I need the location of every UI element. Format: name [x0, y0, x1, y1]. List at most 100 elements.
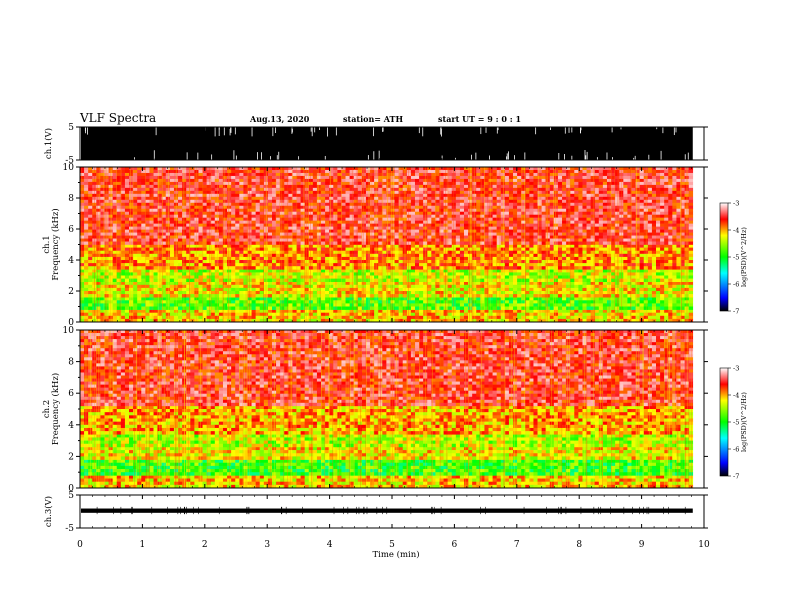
spectrogram-cell [664, 278, 669, 282]
spectrogram-cell [137, 205, 142, 210]
spectrogram-cell [464, 291, 469, 295]
spectrogram-cell [361, 297, 367, 301]
spectrogram-cell [316, 318, 322, 323]
spectrogram-cell [439, 291, 444, 295]
spectrogram-cell [378, 247, 383, 251]
spectrogram-cell [292, 244, 297, 248]
spectrogram-cell [325, 244, 330, 248]
spectrogram-cell [280, 318, 285, 323]
spectrogram-cell [272, 250, 277, 255]
spectrogram-cell [325, 287, 330, 292]
spectrogram-cell [570, 281, 575, 286]
spectrogram-cell [292, 253, 297, 258]
spectrogram-cell [459, 312, 465, 317]
spectrogram-cell [96, 232, 101, 236]
spectrogram-cell [549, 281, 555, 286]
spectrogram-cell [227, 291, 232, 295]
spectrogram-cell [496, 309, 502, 313]
spectrogram-cell [537, 309, 542, 313]
spectrogram-cell [112, 241, 118, 245]
spectrogram-cell [222, 211, 228, 215]
spectrogram-cell [214, 303, 220, 307]
spectrogram-cell [149, 260, 154, 264]
spectrogram-cell [488, 266, 493, 270]
spectrogram-cell [435, 272, 440, 276]
spectrogram-cell [537, 287, 542, 292]
spectrogram-cell [267, 275, 273, 279]
spectrogram-cell [137, 217, 142, 221]
spectrogram-cell [325, 256, 330, 261]
spectrogram-cell [529, 306, 534, 310]
spectrogram-cell [566, 275, 571, 279]
spectrogram-cell [153, 260, 158, 264]
spectrogram-cell [476, 291, 481, 295]
spectrogram-cell [382, 306, 387, 310]
spectrogram-cell [451, 303, 457, 307]
spectrogram-cell [378, 281, 383, 286]
spectrogram-cell [586, 278, 591, 282]
spectrogram-cell [562, 297, 567, 301]
spectrogram-cell [439, 284, 444, 289]
spectrogram-cell [647, 294, 653, 298]
spectrogram-cell [345, 247, 350, 251]
spectrogram-cell [190, 205, 195, 210]
spectrogram-cell [365, 253, 371, 258]
spectrogram-cell [598, 269, 604, 273]
spectrogram-cell [517, 269, 522, 273]
spectrogram-cell [316, 291, 322, 295]
spectrogram-cell [619, 256, 624, 261]
spectrogram-cell [447, 263, 453, 267]
spectrogram-cell [431, 284, 436, 289]
spectrogram-cell [267, 309, 273, 313]
spectrogram-cell [419, 266, 424, 270]
spectrogram-cell [419, 287, 424, 292]
spectrogram-cell [169, 229, 175, 233]
spectrogram-cell [84, 291, 89, 295]
spectrogram-cell [88, 303, 93, 307]
spectrogram-cell [153, 202, 158, 207]
spectrogram-cell [345, 272, 350, 276]
spectrogram-cell [169, 235, 175, 239]
spectrogram-cell [133, 294, 138, 298]
spectrogram-cell [676, 297, 681, 301]
spectrogram-cell [178, 256, 183, 261]
spectrogram-cell [414, 315, 420, 320]
spectrogram-cell [300, 266, 305, 270]
spectrogram-cell [504, 269, 510, 273]
spectrogram-cell [545, 272, 551, 276]
spectrogram-cell [349, 318, 355, 323]
spectrogram-cell [508, 303, 514, 307]
spectrogram-cell [484, 269, 489, 273]
spectrogram-cell [161, 220, 167, 224]
spectrogram-cell [398, 287, 404, 292]
spectrogram-cell [394, 312, 399, 317]
spectrogram-cell [88, 196, 93, 201]
spectrogram-cell [206, 306, 212, 310]
spectrogram-cell [169, 312, 175, 317]
spectrogram-cell [149, 167, 154, 171]
spectrogram-cell [288, 269, 293, 273]
spectrogram-cell [120, 226, 126, 230]
spectrogram-cell [553, 281, 559, 286]
spectrogram-cell [120, 281, 126, 286]
spectrogram-cell [137, 297, 142, 301]
spectrogram-cell [406, 300, 412, 304]
spectrogram-cell [227, 278, 232, 282]
spectrogram-cell [153, 167, 158, 171]
spectrogram-cell [570, 272, 575, 276]
spectrogram-cell [129, 318, 134, 323]
spectrogram-cell [88, 220, 93, 224]
spectrogram-cell [124, 284, 130, 289]
spectrogram-cell [484, 303, 489, 307]
spectrogram-cell [378, 272, 383, 276]
spectrogram-cell [476, 250, 481, 255]
spectrogram-cell [198, 309, 203, 313]
spectrogram-cell [365, 294, 371, 298]
spectrogram-cell [578, 284, 583, 289]
spectrogram-cell [137, 260, 142, 264]
spectrogram-cell [562, 303, 567, 307]
spectrogram-cell [521, 266, 526, 270]
spectrogram-cell [365, 244, 371, 248]
spectrogram-cell [206, 263, 212, 267]
spectrogram-cell [288, 297, 293, 301]
